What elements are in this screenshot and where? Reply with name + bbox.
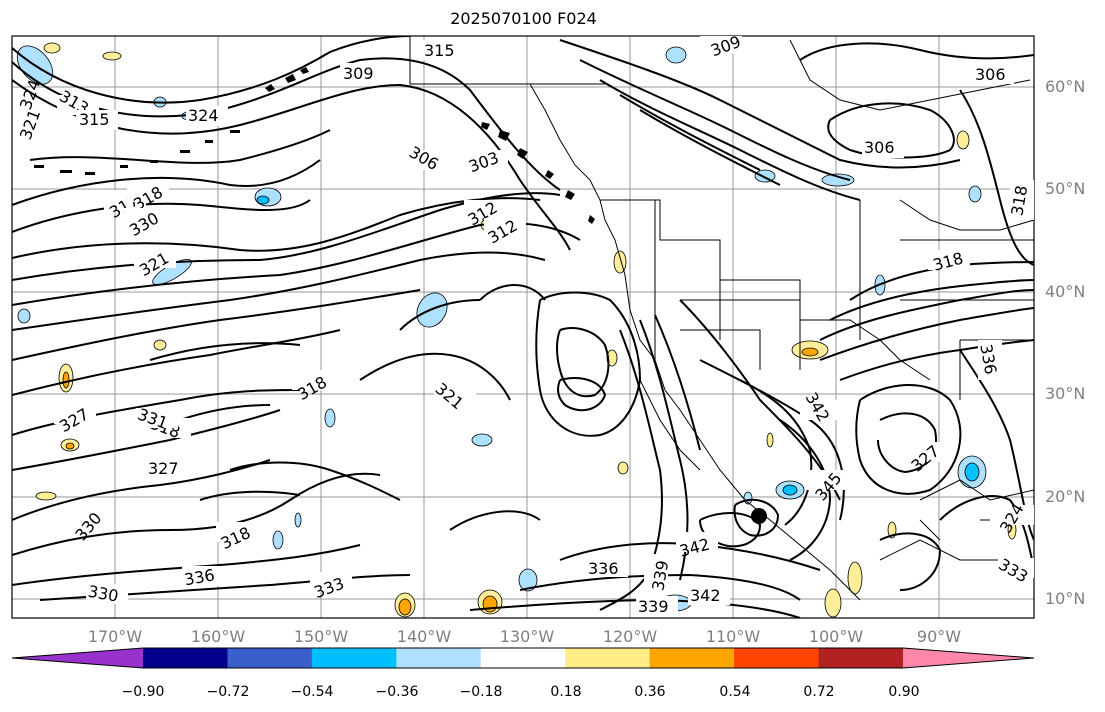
map-title: 2025070100 F024 xyxy=(450,9,597,28)
lat-label-40: 40°N xyxy=(1045,282,1086,301)
lat-label-50: 50°N xyxy=(1045,179,1086,198)
colorbar-segment xyxy=(227,648,313,668)
lat-label-20: 20°N xyxy=(1045,487,1086,506)
colorbar-tick: −0.72 xyxy=(206,684,250,700)
lat-label-30: 30°N xyxy=(1045,384,1086,403)
colorbar-tick: −0.54 xyxy=(290,684,334,700)
storm-marker xyxy=(751,508,767,524)
lon-label-170w: 170°W xyxy=(87,627,143,646)
contour-label: 321 xyxy=(16,107,44,142)
lat-label-60: 60°N xyxy=(1045,77,1086,96)
lon-label-100w: 100°W xyxy=(808,627,864,646)
lon-label-120w: 120°W xyxy=(602,627,658,646)
contour-label: 306 xyxy=(864,138,895,157)
colorbar-extend-high xyxy=(903,648,1034,668)
lon-label-130w: 130°W xyxy=(499,627,555,646)
contour-label: 339 xyxy=(638,597,669,616)
contour-label: 321 xyxy=(432,379,468,413)
contour-label: 315 xyxy=(424,41,455,60)
colorbar-segment xyxy=(818,648,904,668)
colorbar-tick: −0.18 xyxy=(459,684,503,700)
colorbar-segment xyxy=(565,648,651,668)
colorbar xyxy=(11,647,1035,669)
colorbar-segments xyxy=(12,648,1034,668)
lon-label-110w: 110°W xyxy=(705,627,761,646)
lat-label-10: 10°N xyxy=(1045,589,1086,608)
contour-label: 336 xyxy=(588,559,619,578)
colorbar-tick: 0.54 xyxy=(719,684,751,700)
contour-label: 315 xyxy=(79,110,110,129)
contour-label: 342 xyxy=(690,586,721,605)
colorbar-tick: 0.36 xyxy=(634,684,666,700)
colorbar-segment xyxy=(143,648,228,668)
colorbar-segment xyxy=(734,648,820,668)
colorbar-segment xyxy=(480,648,566,668)
colorbar-extend-low xyxy=(12,648,143,668)
colorbar-segment xyxy=(396,648,482,668)
lon-label-140w: 140°W xyxy=(396,627,452,646)
contour-label: 339 xyxy=(648,559,672,592)
colorbar-outline xyxy=(11,647,1035,669)
colorbar-tick: 0.18 xyxy=(550,684,582,700)
contour-label: 324 xyxy=(188,106,219,125)
contour-labels: 315 309 306 306 303 312 312 324 313 315 … xyxy=(16,32,1034,616)
contour-label: 327 xyxy=(148,459,179,478)
lon-label-90w: 90°W xyxy=(916,627,962,646)
colorbar-segment xyxy=(649,648,735,668)
colorbar-tick: −0.90 xyxy=(121,684,165,700)
map-frame xyxy=(11,35,1035,619)
contour-label: 306 xyxy=(975,65,1006,84)
colorbar-tick: 0.72 xyxy=(803,684,835,700)
colorbar-tick: 0.90 xyxy=(888,684,920,700)
contours xyxy=(12,36,1034,618)
colorbar-segment xyxy=(311,648,397,668)
lon-label-160w: 160°W xyxy=(190,627,246,646)
contour-label: 309 xyxy=(343,64,374,83)
coastlines-borders xyxy=(409,36,1034,601)
lon-label-150w: 150°W xyxy=(293,627,349,646)
colorbar-tick: −0.36 xyxy=(375,684,419,700)
